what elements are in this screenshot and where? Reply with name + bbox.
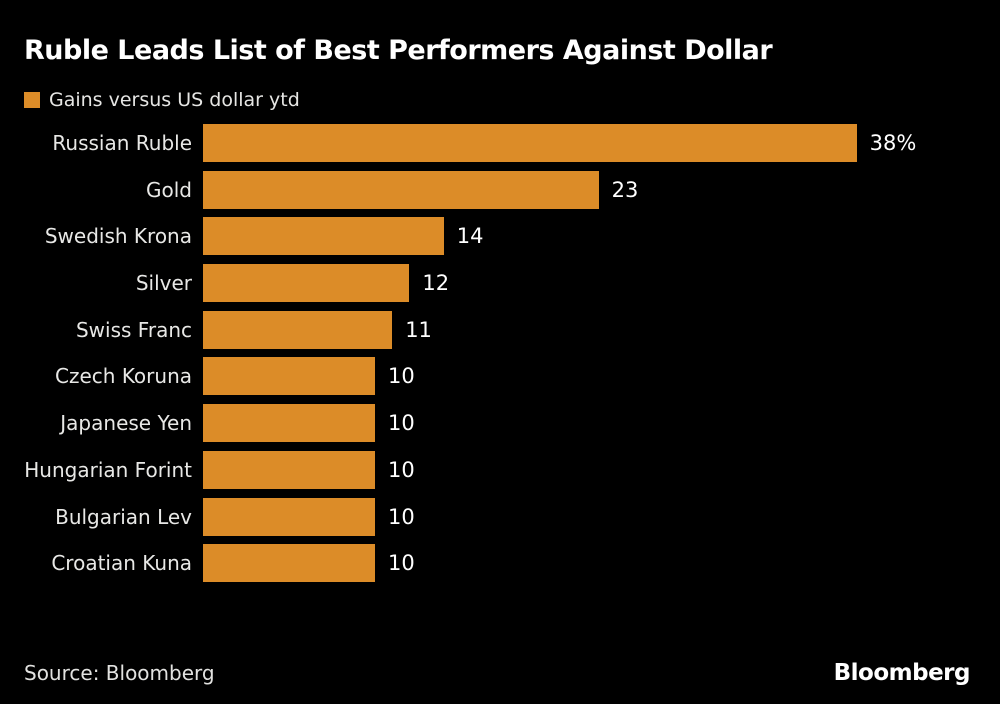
category-label: Swedish Krona bbox=[44, 224, 192, 249]
value-label: 10 bbox=[388, 551, 415, 576]
bar bbox=[203, 310, 393, 349]
legend-swatch-icon bbox=[24, 92, 40, 108]
bar-row: Japanese Yen 10 bbox=[0, 404, 1000, 443]
bar-row: Swiss Franc 11 bbox=[0, 310, 1000, 349]
source-attribution: Source: Bloomberg bbox=[24, 661, 215, 685]
bar-rows: Russian Ruble 38% Gold 23 Swedish Krona … bbox=[0, 124, 1000, 583]
bar bbox=[203, 217, 444, 256]
legend-label: Gains versus US dollar ytd bbox=[49, 89, 300, 111]
bar-row: Czech Koruna 10 bbox=[0, 357, 1000, 396]
category-label: Gold bbox=[146, 177, 192, 202]
bar bbox=[203, 264, 410, 303]
bar bbox=[203, 170, 599, 209]
value-label: 10 bbox=[388, 364, 415, 389]
category-label: Swiss Franc bbox=[75, 317, 192, 342]
bar bbox=[203, 497, 375, 536]
bar bbox=[203, 450, 375, 489]
legend: Gains versus US dollar ytd bbox=[24, 89, 300, 111]
value-label: 38% bbox=[869, 131, 917, 155]
bar-row: Swedish Krona 14 bbox=[0, 217, 1000, 256]
chart-title: Ruble Leads List of Best Performers Agai… bbox=[24, 35, 773, 66]
category-label: Japanese Yen bbox=[60, 411, 192, 436]
bar-row: Russian Ruble 38% bbox=[0, 124, 1000, 162]
category-label: Croatian Kuna bbox=[51, 551, 192, 576]
value-label: 10 bbox=[388, 411, 415, 436]
bar-row: Silver 12 bbox=[0, 264, 1000, 303]
value-label: 14 bbox=[456, 224, 484, 249]
value-label: 12 bbox=[422, 271, 450, 296]
bar-row: Croatian Kuna 10 bbox=[0, 544, 1000, 583]
bar-row: Gold 23 bbox=[0, 170, 1000, 209]
category-label: Czech Koruna bbox=[55, 364, 192, 389]
category-label: Bulgarian Lev bbox=[55, 504, 192, 529]
footer: Source: Bloomberg Bloomberg bbox=[24, 660, 971, 686]
bloomberg-logo: Bloomberg bbox=[833, 660, 971, 686]
bar-chart: Russian Ruble 38% Gold 23 Swedish Krona … bbox=[0, 124, 1000, 591]
bar bbox=[203, 544, 375, 583]
category-label: Russian Ruble bbox=[52, 131, 192, 155]
bar bbox=[203, 124, 857, 162]
bar-row: Hungarian Forint 10 bbox=[0, 450, 1000, 489]
value-label: 23 bbox=[611, 177, 639, 202]
value-label: 10 bbox=[388, 457, 415, 482]
bar-row: Bulgarian Lev 10 bbox=[0, 497, 1000, 536]
value-label: 10 bbox=[388, 504, 415, 529]
value-label: 11 bbox=[405, 317, 432, 342]
bar bbox=[203, 404, 375, 443]
category-label: Hungarian Forint bbox=[24, 457, 192, 482]
bar bbox=[203, 357, 375, 396]
category-label: Silver bbox=[135, 271, 192, 296]
